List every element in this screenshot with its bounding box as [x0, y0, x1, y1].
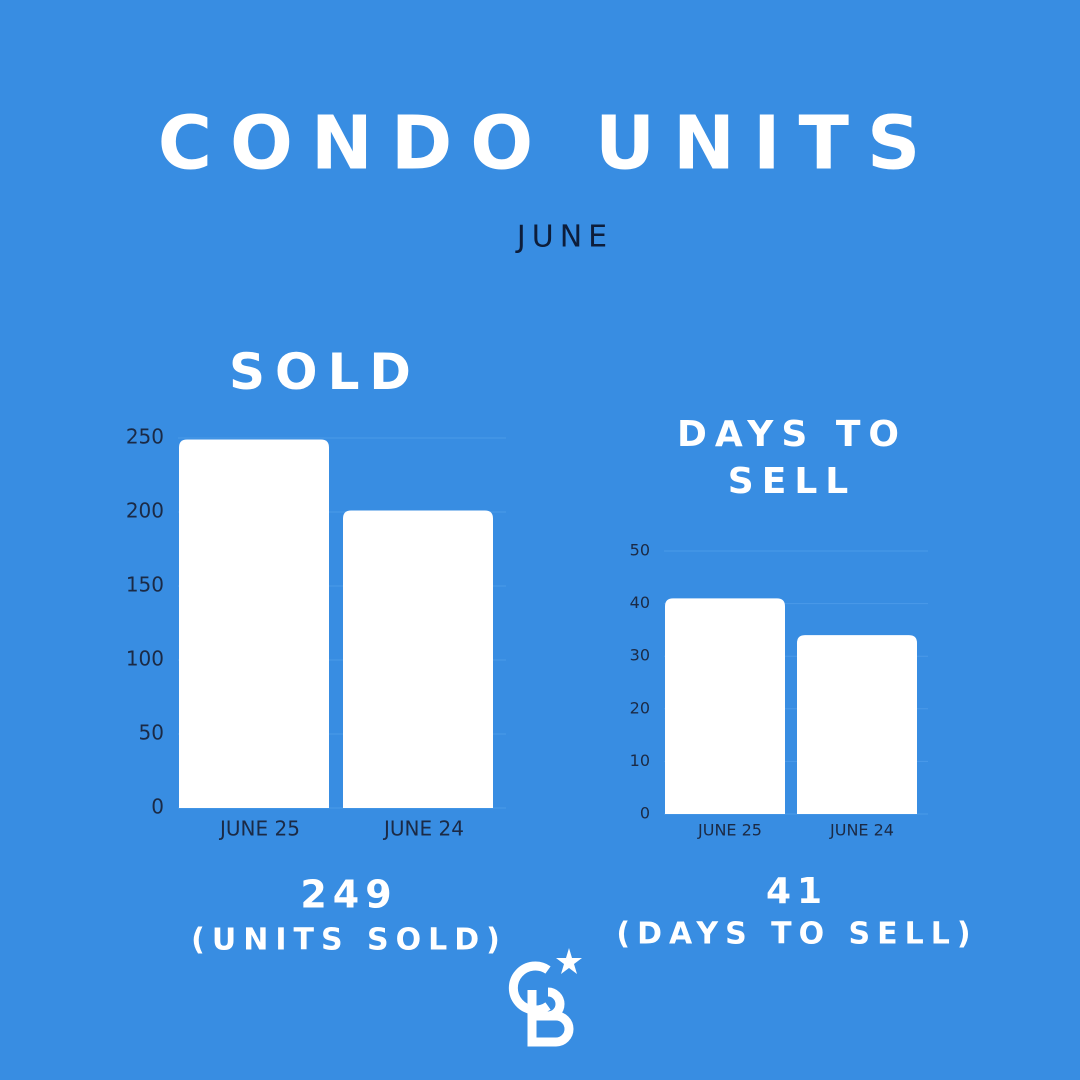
- y-tick-label: 250: [126, 425, 164, 449]
- chart-title: DAYS TO SELL: [677, 414, 907, 502]
- page-subtitle: JUNE: [515, 220, 613, 255]
- bar: [343, 510, 493, 808]
- y-tick-label: 0: [151, 795, 164, 819]
- bar: [665, 598, 785, 814]
- bar: [179, 439, 329, 808]
- summary-label: (DAYS TO SELL): [616, 917, 977, 952]
- y-tick-label: 150: [126, 573, 164, 597]
- logo-star: [556, 948, 582, 974]
- y-tick-label: 50: [630, 541, 650, 560]
- y-tick-label: 30: [630, 646, 650, 665]
- chart-title: SOLD: [229, 343, 421, 401]
- y-tick-label: 0: [640, 804, 650, 823]
- summary-label: (UNITS SOLD): [191, 923, 507, 958]
- logo-b: [527, 987, 574, 1047]
- x-tick-label: JUNE 24: [829, 821, 894, 840]
- x-tick-label: JUNE 25: [218, 817, 300, 841]
- y-tick-label: 10: [630, 751, 650, 770]
- page-title: CONDO UNITS: [158, 101, 939, 187]
- y-tick-label: 20: [630, 698, 650, 717]
- summary-value: 41: [766, 871, 828, 912]
- y-tick-label: 50: [139, 721, 164, 745]
- y-tick-label: 100: [126, 647, 164, 671]
- summary-value: 249: [300, 873, 397, 917]
- y-tick-label: 200: [126, 499, 164, 523]
- logo: [508, 948, 582, 1047]
- x-tick-label: JUNE 24: [382, 817, 464, 841]
- bar: [797, 635, 917, 814]
- y-tick-label: 40: [630, 593, 650, 612]
- x-tick-label: JUNE 25: [697, 821, 762, 840]
